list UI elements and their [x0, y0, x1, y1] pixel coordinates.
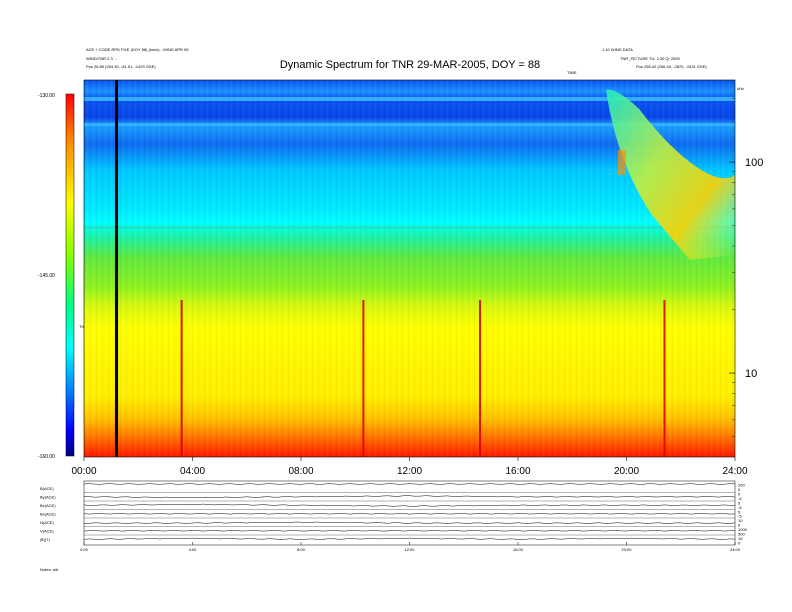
emission-band-2 [84, 123, 735, 126]
header-right-line-2: TNR_PICTURE TU: 2.30 Q: 2005 [620, 56, 680, 61]
timeseries-x-ticks: 0:00 4:00 8:00 12:00 16:00 20:00 24:00 [80, 542, 741, 552]
series-label-2: Bz(ACE) [40, 503, 56, 508]
low-x-tick-label-2: 8:00 [297, 547, 306, 552]
burst-line-3 [479, 300, 482, 457]
colorbar-tick-mid: -145.00 [38, 273, 55, 279]
x-axis-ticks: 00:00 04:00 08:00 12:00 16:00 20:00 24:00 [71, 457, 748, 477]
series-line-0 [83, 483, 736, 485]
series-line-3 [83, 513, 736, 515]
x-tick-label-4: 16:00 [505, 466, 530, 477]
series-line-4 [83, 521, 736, 524]
colorbar-label: TNR [79, 324, 87, 329]
header-left-line-2: WIND/TNR 2.3 ... [86, 56, 118, 61]
emission-band-3 [84, 226, 735, 229]
right-tick-label-13: 0 [738, 541, 741, 546]
notes-label: Notes: a/b [40, 567, 59, 572]
header-right-line-3: Pos 256.42 (266.43, -2870, -1531 GSE) [636, 64, 707, 69]
series-line-1 [83, 495, 736, 499]
burst-line-2 [362, 300, 365, 457]
right-tick-label-8: 10 [738, 518, 743, 523]
colorbar-tick-top: -130.00 [38, 93, 55, 99]
right-tick-label-10: 1000 [738, 527, 748, 532]
spectrogram-features [115, 80, 666, 457]
low-x-tick-label-3: 12:00 [404, 547, 415, 552]
header-time-label: TIME [567, 70, 577, 75]
emission-band-1 [84, 97, 735, 101]
frequency-unit-label: kHz [737, 86, 744, 91]
series-line-5 [83, 530, 736, 532]
low-x-tick-label-4: 16:00 [513, 547, 524, 552]
x-tick-label-1: 04:00 [180, 466, 205, 477]
y-tick-label-0: 100 [745, 157, 763, 169]
colorbar-tick-bottom: -160.00 [38, 454, 55, 460]
header-left-line-1: ACE + CODE RPD FILE (DOY 88) (km/s) - WI… [86, 47, 189, 52]
series-label-4: N(ACE) [40, 520, 54, 525]
right-tick-label-5: -5 [738, 505, 742, 510]
colorbar [65, 93, 75, 457]
x-tick-label-2: 08:00 [288, 466, 313, 477]
timeseries-lines: B(ACE) By(ACE) Bz(ACE) Bx(ACE) N(ACE) V(ACE) |… [40, 483, 736, 542]
series-line-6 [83, 537, 736, 540]
right-tick-label-7: -5 [738, 514, 742, 519]
x-tick-label-5: 20:00 [614, 466, 639, 477]
burst-line-1 [180, 300, 183, 457]
series-line-2 [83, 503, 736, 507]
x-tick-label-0: 00:00 [71, 466, 96, 477]
y-tick-label-1: 10 [745, 368, 757, 380]
low-x-tick-label-6: 24:00 [730, 547, 741, 552]
series-label-3: Bx(ACE) [40, 512, 56, 517]
timeseries-frame [83, 480, 736, 546]
right-tick-label-1: 0 [738, 487, 741, 492]
x-tick-label-3: 12:00 [397, 466, 422, 477]
series-label-5: V(ACE) [40, 529, 54, 534]
type-iii-burst [606, 89, 735, 260]
right-tick-label-12: 10 [738, 536, 743, 541]
right-tick-label-11: 500 [738, 532, 745, 537]
series-label-6: |B|(T) [40, 537, 51, 542]
low-x-tick-label-1: 4:00 [189, 547, 198, 552]
y-axis-ticks: 100 10 [729, 98, 763, 437]
right-tick-label-2: 5 [738, 491, 741, 496]
low-x-tick-label-0: 0:00 [80, 547, 89, 552]
burst-core [618, 150, 626, 175]
data-gap-line-0 [115, 80, 119, 457]
right-tick-label-0: 200 [738, 483, 745, 488]
series-label-0: B(ACE) [40, 486, 54, 491]
low-x-tick-label-5: 20:00 [621, 547, 632, 552]
right-tick-label-6: 5 [738, 509, 741, 514]
series-label-1: By(ACE) [40, 495, 56, 500]
burst-line-4 [663, 300, 666, 457]
right-tick-label-4: 5 [738, 500, 741, 505]
x-tick-label-6: 24:00 [722, 466, 747, 477]
header-right-line-1: 1.10 WIND DATA [602, 47, 633, 52]
right-tick-label-3: -5 [738, 496, 742, 501]
right-tick-label-9: 0 [738, 523, 741, 528]
chart-title: Dynamic Spectrum for TNR 29-MAR-2005, DO… [279, 59, 541, 71]
header-left-line-3: Pos 26.85 (254.30, -81.51, -1429 GSE) [86, 64, 156, 69]
